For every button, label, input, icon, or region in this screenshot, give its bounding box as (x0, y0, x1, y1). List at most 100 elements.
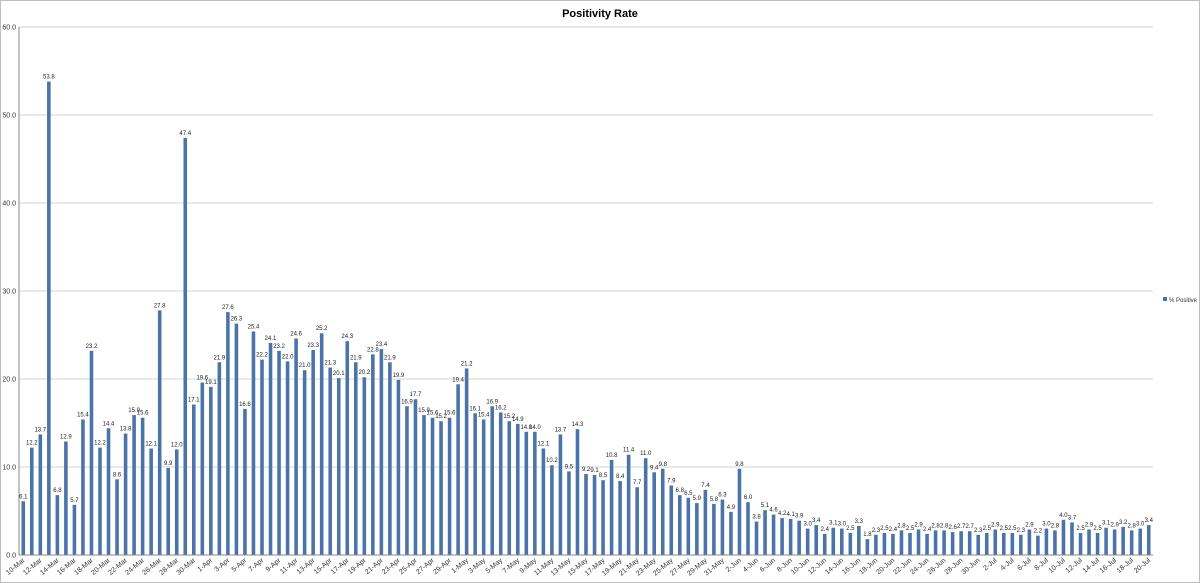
bar (439, 421, 443, 555)
bar (328, 368, 332, 555)
data-label: 20.1 (333, 371, 345, 377)
bar (857, 526, 861, 555)
data-label: 21.2 (461, 361, 473, 367)
bar (687, 498, 691, 555)
data-label: 27.8 (154, 303, 166, 309)
bar (431, 418, 435, 555)
data-label: 21.9 (384, 355, 396, 361)
data-label: 3.3 (855, 519, 864, 525)
bar (866, 539, 870, 555)
data-label: 16.6 (239, 402, 251, 408)
bar (721, 500, 725, 555)
bar (550, 465, 554, 555)
bar (115, 479, 119, 555)
bar (1087, 529, 1091, 555)
data-label: 6.8 (53, 488, 62, 494)
bar (1028, 529, 1032, 555)
data-label: 9.8 (735, 462, 744, 468)
y-tick-label: 50.0 (2, 113, 16, 120)
bar (166, 468, 170, 555)
data-label: 15.6 (444, 411, 456, 417)
bar (840, 529, 844, 555)
bar (482, 419, 486, 555)
bar (1121, 527, 1125, 555)
bar (337, 378, 341, 555)
bar (243, 409, 247, 555)
bar (380, 349, 384, 555)
data-label: 26.3 (231, 317, 243, 323)
bar (610, 460, 614, 555)
bar (448, 418, 452, 555)
data-label: 8.4 (616, 474, 625, 480)
data-label: 23.3 (307, 343, 319, 349)
data-label: 20.2 (358, 370, 370, 376)
data-label: 22.0 (282, 354, 294, 360)
data-label: 2.5 (1093, 526, 1102, 532)
bar (993, 529, 997, 555)
bar (73, 505, 77, 555)
bar (576, 429, 580, 555)
bar (294, 339, 298, 555)
data-label: 3.4 (812, 518, 821, 524)
bar (976, 535, 980, 555)
bar (98, 448, 102, 555)
bar (593, 475, 597, 555)
bar (47, 82, 51, 555)
legend: % Positive (1163, 297, 1198, 304)
data-label: 9.5 (565, 464, 574, 470)
bar (772, 515, 776, 555)
bar (601, 480, 605, 555)
bar (1019, 535, 1023, 555)
bar (780, 518, 784, 555)
bar (755, 522, 759, 555)
data-label: 15.4 (77, 412, 89, 418)
bar (542, 449, 546, 555)
bar (405, 406, 409, 555)
bar (1045, 529, 1049, 555)
y-tick-label: 30.0 (2, 289, 16, 296)
bar (789, 519, 793, 555)
bar (567, 471, 571, 555)
y-tick-label: 10.0 (2, 465, 16, 472)
bar (1138, 529, 1142, 555)
data-label: 12.2 (94, 441, 106, 447)
bar (218, 362, 222, 555)
bar (422, 415, 426, 555)
data-label: 14.0 (529, 425, 541, 431)
data-label: 6.0 (744, 495, 753, 501)
bar (209, 387, 213, 555)
bar (456, 384, 460, 555)
bar (252, 331, 256, 555)
bar (806, 529, 810, 555)
data-label: 2.3 (1017, 528, 1026, 534)
y-tick-label: 40.0 (2, 201, 16, 208)
bar (917, 529, 921, 555)
bar (704, 490, 708, 555)
chart-title: Positivity Rate (562, 8, 638, 20)
bar (1104, 528, 1108, 555)
bar (618, 481, 622, 555)
data-label: 24.3 (341, 334, 353, 340)
data-label: 13.7 (555, 427, 567, 433)
bar (533, 432, 537, 555)
bar (175, 449, 179, 555)
bar (21, 501, 25, 555)
bar (465, 368, 469, 555)
bar (64, 441, 68, 555)
data-label: 2.4 (821, 527, 830, 533)
data-label: 12.1 (145, 442, 157, 448)
data-label: 3.7 (1068, 515, 1077, 521)
data-label: 17.7 (410, 392, 422, 398)
bar (107, 428, 111, 555)
data-label: 53.8 (43, 75, 55, 81)
data-label: 12.0 (171, 442, 183, 448)
bar (644, 458, 648, 555)
data-label: 2.9 (1025, 522, 1034, 528)
bar (286, 361, 290, 555)
bar (499, 412, 503, 555)
data-label: 27.6 (222, 305, 234, 311)
data-label: 9.8 (659, 462, 668, 468)
data-label: 21.9 (350, 355, 362, 361)
